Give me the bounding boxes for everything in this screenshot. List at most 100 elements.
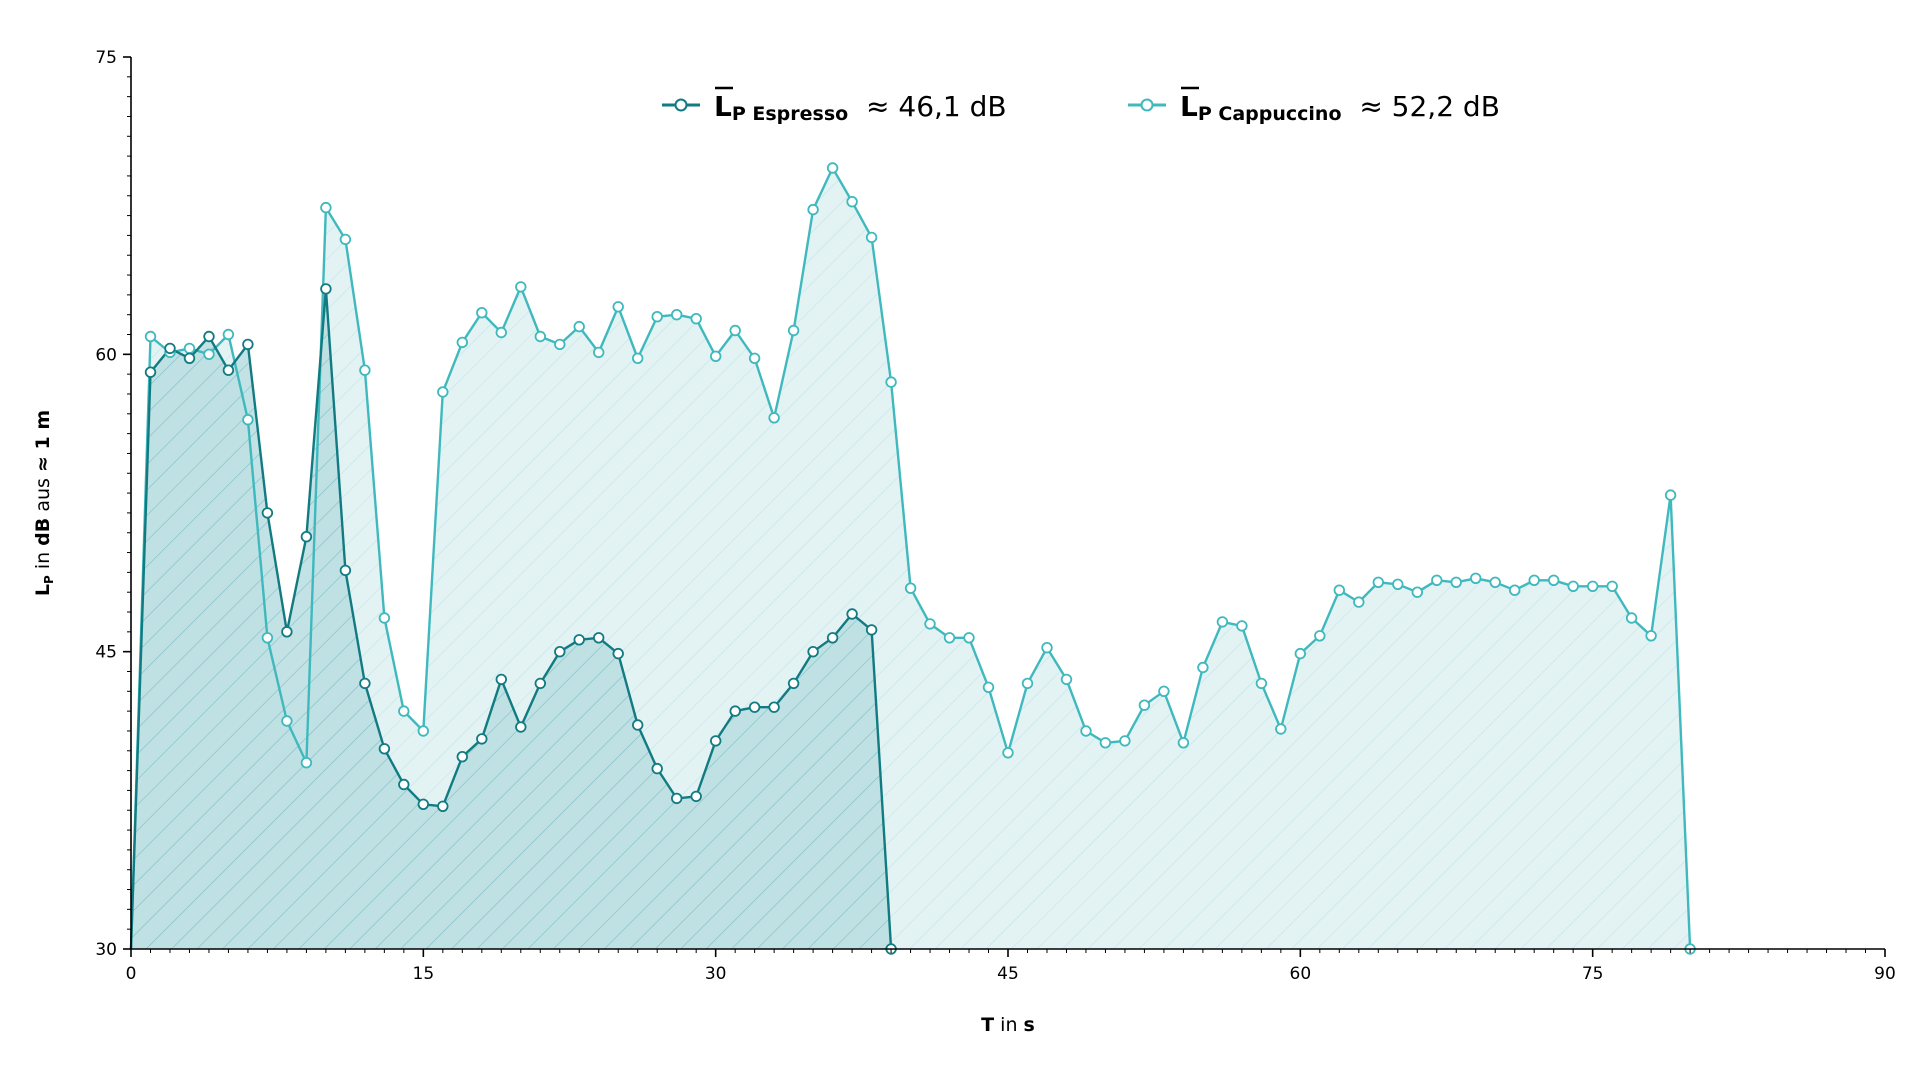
- data-point-espresso: [339, 564, 352, 577]
- data-point-cappuccino: [515, 281, 527, 293]
- series-markers: [144, 162, 1696, 955]
- data-point-espresso: [807, 646, 819, 658]
- data-point-cappuccino: [1041, 642, 1053, 654]
- x-tick-label: 75: [1582, 964, 1604, 984]
- data-point-espresso: [261, 507, 274, 519]
- y-tick-label: 45: [95, 643, 117, 663]
- data-point-cappuccino: [1216, 616, 1229, 628]
- legend-value-espresso: ≈ 46,1 dB: [866, 90, 1007, 123]
- series-line-espresso: [129, 287, 893, 950]
- legend-main-espresso: L: [714, 90, 732, 123]
- data-point-espresso: [320, 283, 332, 295]
- data-point-espresso: [515, 721, 527, 733]
- data-point-espresso: [222, 364, 235, 376]
- data-point-cappuccino: [1586, 580, 1599, 593]
- legend-value-cappuccino: ≈ 52,2 dB: [1359, 90, 1500, 123]
- data-point-cappuccino: [495, 326, 508, 339]
- data-point-espresso: [671, 792, 683, 805]
- data-point-cappuccino: [573, 320, 585, 333]
- data-point-cappuccino: [1489, 576, 1501, 589]
- data-point-espresso: [437, 800, 449, 813]
- svg-text:LP Cappuccino ≈ 52,2 dB: LP Cappuccino ≈ 52,2 dB: [1180, 90, 1500, 125]
- data-point-espresso: [144, 366, 157, 378]
- legend-marker-cappuccino: [1140, 98, 1154, 112]
- data-point-cappuccino: [671, 309, 683, 321]
- data-point-cappuccino: [1450, 576, 1462, 589]
- y-tick-label: 75: [95, 48, 117, 68]
- data-point-espresso: [183, 352, 196, 365]
- data-point-espresso: [164, 342, 176, 355]
- data-point-cappuccino: [1138, 699, 1151, 711]
- data-point-cappuccino: [398, 705, 410, 717]
- data-point-cappuccino: [1275, 723, 1287, 735]
- data-point-cappuccino: [690, 313, 702, 325]
- data-point-espresso: [417, 798, 430, 811]
- data-point-cappuccino: [144, 330, 157, 343]
- data-point-cappuccino: [1625, 612, 1638, 624]
- data-point-espresso: [242, 338, 254, 351]
- data-point-espresso: [846, 608, 858, 620]
- data-point-espresso: [632, 719, 644, 731]
- data-point-cappuccino: [1119, 735, 1131, 747]
- axis-ticks: 0 15 30 45 60 75 90 30 45 60 75: [95, 48, 1895, 984]
- data-point-cappuccino: [1606, 580, 1618, 593]
- data-point-cappuccino: [826, 162, 839, 174]
- data-point-cappuccino: [1197, 661, 1209, 674]
- data-point-cappuccino: [1567, 580, 1579, 593]
- data-point-cappuccino: [1294, 647, 1307, 660]
- data-point-cappuccino: [924, 618, 936, 630]
- data-point-cappuccino: [1158, 685, 1170, 698]
- data-point-cappuccino: [710, 350, 722, 363]
- data-point-cappuccino: [865, 231, 878, 244]
- data-point-cappuccino: [203, 348, 215, 361]
- data-point-cappuccino: [281, 715, 293, 727]
- data-point-cappuccino: [768, 412, 780, 424]
- x-tick-label: 45: [997, 964, 1019, 984]
- data-point-cappuccino: [943, 632, 956, 644]
- legend-main-cappuccino: L: [1180, 90, 1198, 123]
- data-point-espresso: [748, 701, 761, 713]
- data-point-cappuccino: [378, 612, 391, 624]
- data-point-cappuccino: [1664, 489, 1677, 501]
- data-point-cappuccino: [476, 307, 488, 319]
- data-point-cappuccino: [534, 330, 547, 343]
- data-point-cappuccino: [1528, 574, 1540, 587]
- x-tick-label: 90: [1874, 964, 1896, 984]
- data-point-cappuccino: [359, 364, 371, 376]
- data-point-cappuccino: [1547, 574, 1560, 587]
- data-point-cappuccino: [339, 233, 352, 246]
- legend-item-cappuccino: LP Cappuccino ≈ 52,2 dB: [1128, 86, 1500, 125]
- legend: LP Espresso ≈ 46,1 dB LP Cappuccino ≈ 52…: [662, 86, 1500, 125]
- data-point-cappuccino: [807, 203, 819, 216]
- data-point-cappuccino: [1508, 584, 1521, 596]
- data-point-cappuccino: [1255, 677, 1268, 690]
- data-point-cappuccino: [1177, 737, 1190, 749]
- data-point-espresso: [476, 733, 488, 745]
- y-tick-label: 30: [95, 940, 117, 960]
- data-point-espresso: [398, 778, 410, 791]
- data-point-espresso: [554, 646, 566, 658]
- data-point-espresso: [826, 632, 839, 644]
- legend-marker-espresso: [674, 98, 688, 112]
- data-point-espresso: [534, 677, 547, 690]
- x-axis-title: T in s: [981, 1014, 1035, 1036]
- data-point-cappuccino: [1469, 572, 1482, 585]
- data-point-espresso: [359, 677, 371, 690]
- data-point-cappuccino: [651, 311, 663, 323]
- data-point-espresso: [573, 634, 585, 646]
- data-point-espresso: [593, 632, 605, 644]
- x-tick-label: 15: [413, 964, 435, 984]
- x-tick-label: 30: [705, 964, 727, 984]
- data-point-cappuccino: [320, 201, 332, 214]
- data-point-cappuccino: [904, 582, 917, 594]
- data-point-cappuccino: [1021, 677, 1034, 690]
- data-point-cappuccino: [1002, 747, 1014, 759]
- data-point-cappuccino: [748, 352, 761, 365]
- data-point-cappuccino: [1236, 620, 1248, 632]
- data-point-cappuccino: [1431, 574, 1443, 587]
- x-tick-label: 0: [126, 964, 137, 984]
- data-point-cappuccino: [1060, 673, 1073, 686]
- svg-text:LP Espresso ≈ 46,1 dB: LP Espresso ≈ 46,1 dB: [714, 90, 1007, 125]
- data-point-cappuccino: [1333, 584, 1346, 596]
